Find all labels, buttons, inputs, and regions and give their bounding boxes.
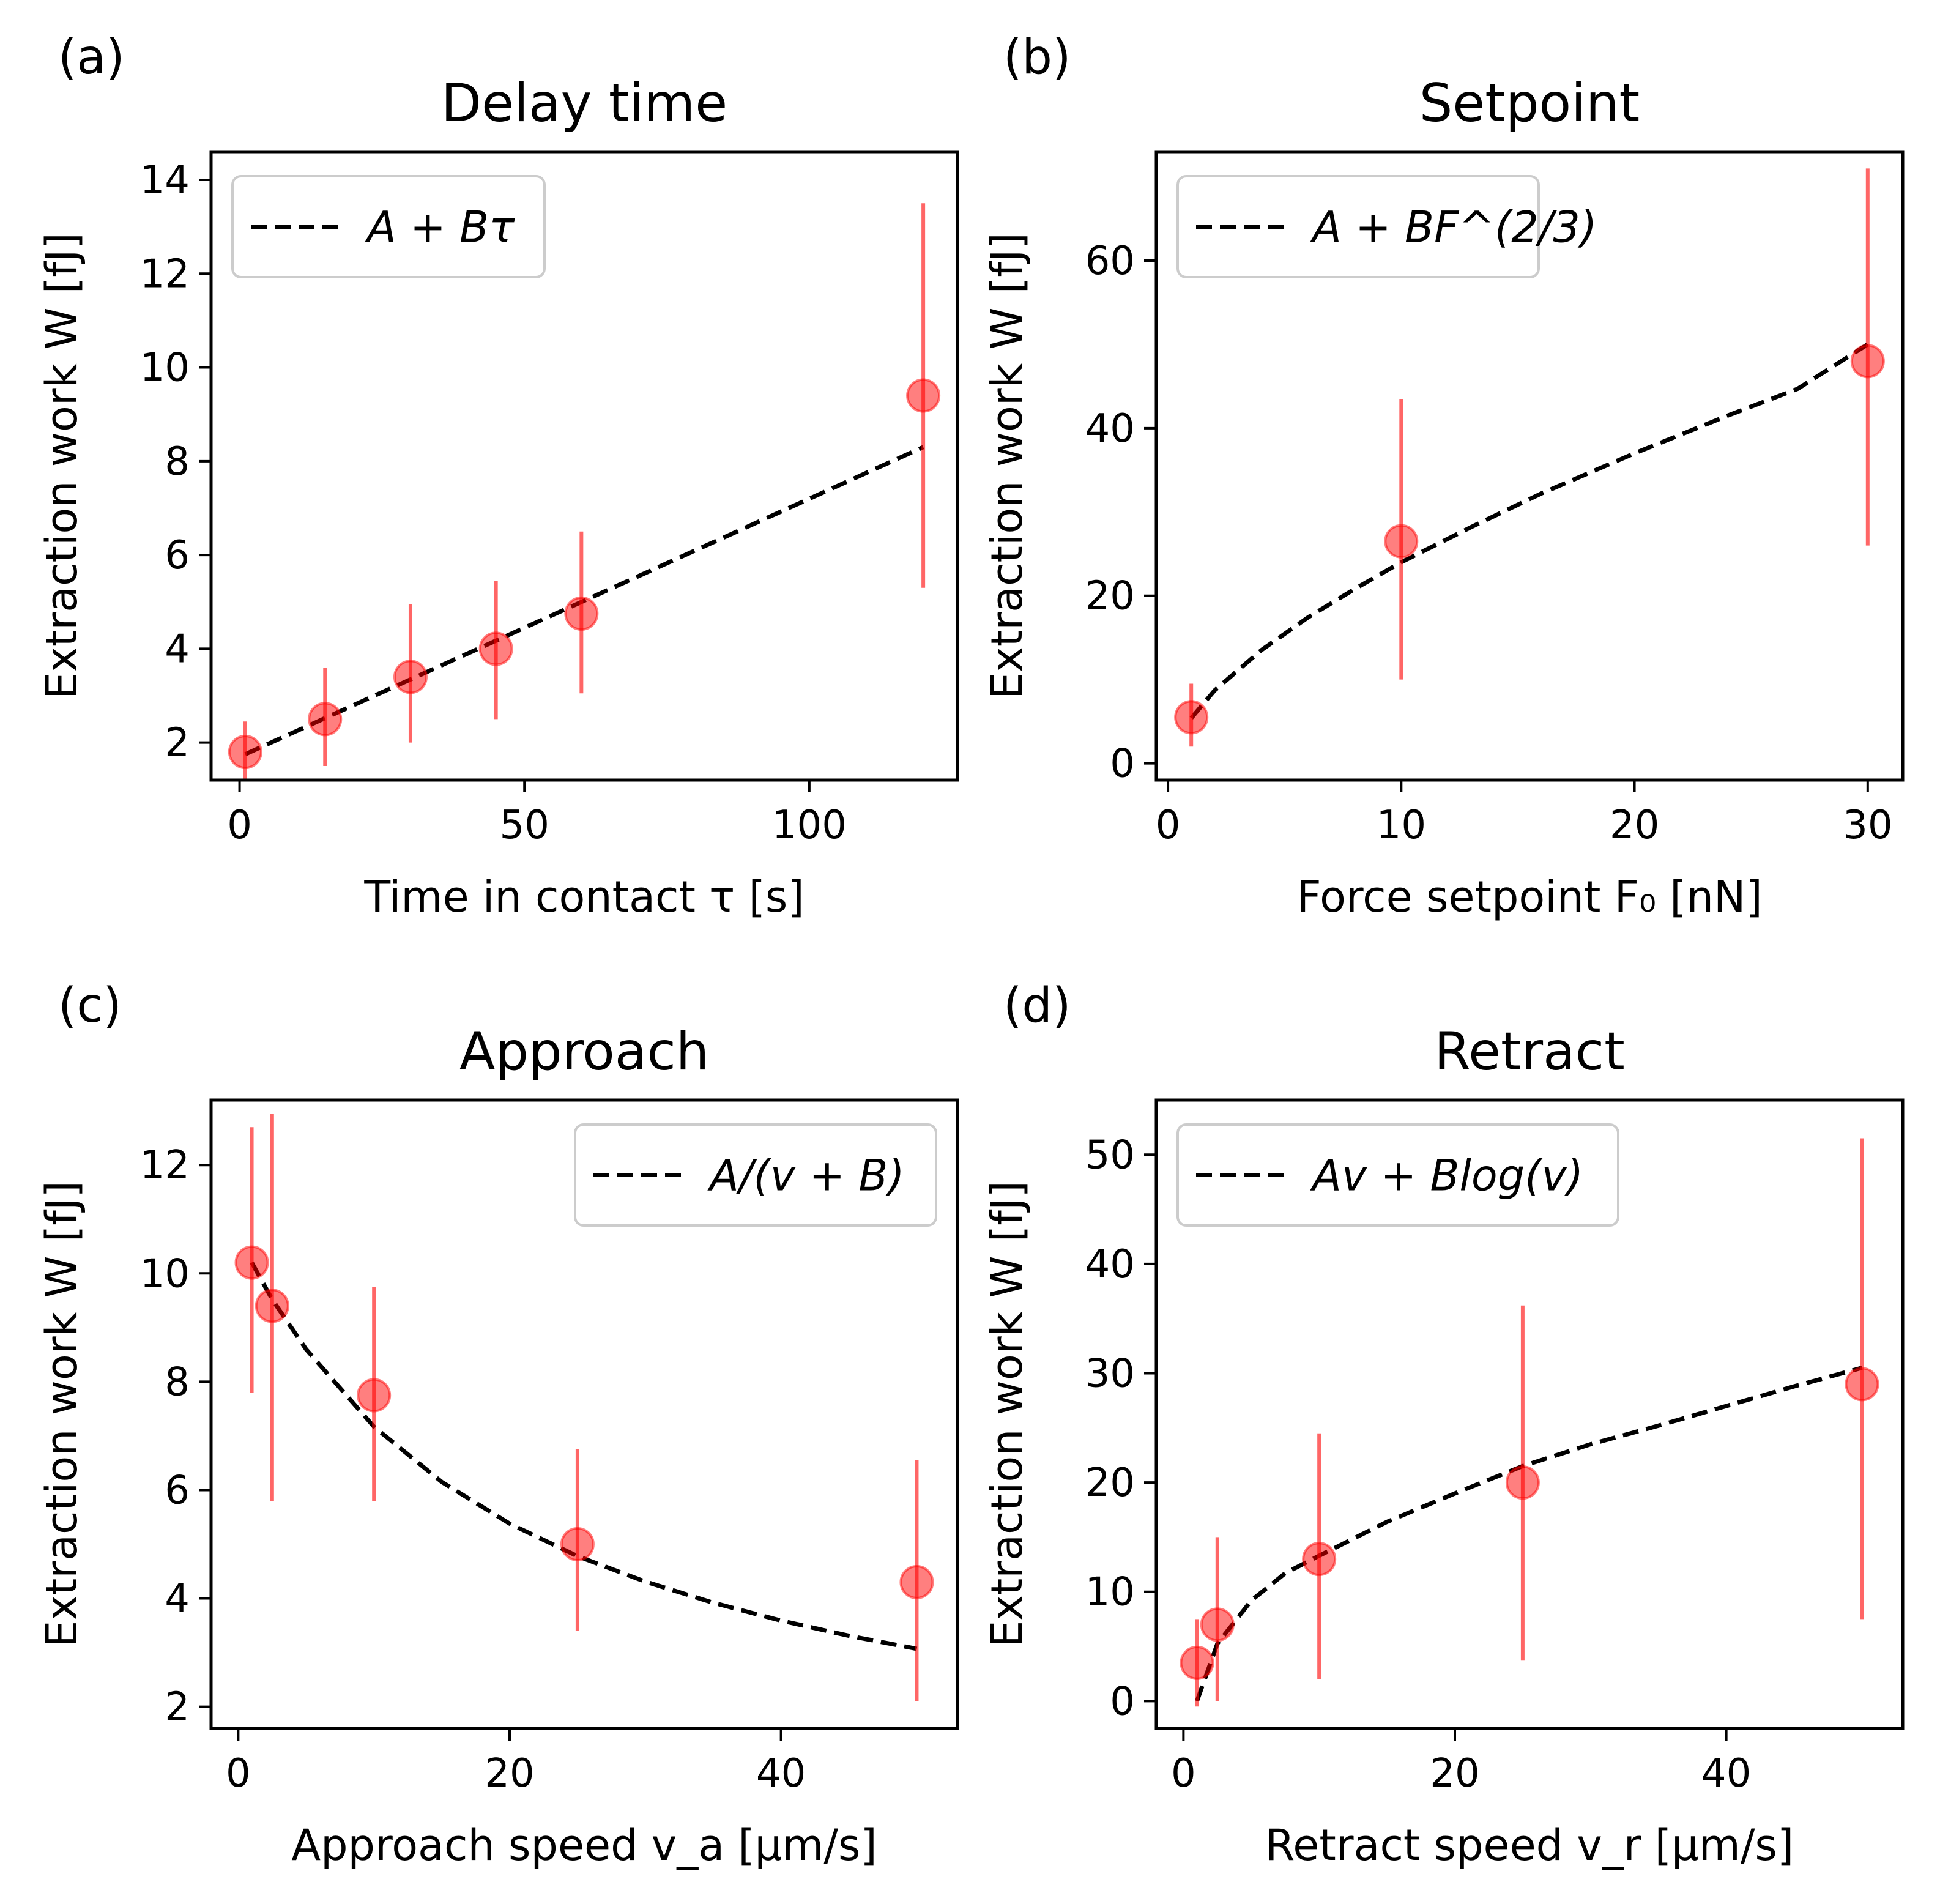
- y-tick-label: 4: [165, 1577, 190, 1622]
- legend-label: A + Bτ: [365, 203, 515, 253]
- x-axis-label: Approach speed v_a [μm/s]: [291, 1820, 877, 1870]
- panel-label: (b): [1003, 30, 1071, 85]
- plot-frame: [209, 150, 959, 782]
- x-axis-label: Time in contact τ [s]: [363, 872, 804, 922]
- x-tick-label: 40: [756, 1751, 806, 1796]
- legend: A + BF^(2/3): [1176, 175, 1597, 278]
- data-point: [1845, 1367, 1879, 1402]
- x-tick-label: 50: [499, 803, 549, 848]
- y-tick-label: 0: [1110, 742, 1135, 787]
- y-axis-label: Extraction work W [fJ]: [982, 232, 1032, 699]
- x-tick-label: 0: [226, 1751, 251, 1796]
- panel-a: (a) Delay time Time in contact τ [s] Extrac…: [37, 30, 959, 922]
- x-tick-label: 0: [1171, 1751, 1196, 1796]
- panel-d: (d) Retract Retract speed v_r [μm/s] Extrac…: [982, 978, 1905, 1870]
- x-tick-label: 10: [1377, 803, 1426, 848]
- panel-title: Delay time: [441, 73, 727, 134]
- data-point: [308, 702, 343, 737]
- y-tick-label: 30: [1085, 1352, 1135, 1397]
- plot-frame: [209, 1098, 959, 1730]
- legend-box: [1176, 175, 1540, 278]
- legend-box: [231, 175, 546, 278]
- data-point: [228, 735, 262, 770]
- legend-box: [574, 1123, 937, 1227]
- panel-b: (b) Setpoint Force setpoint F₀ [nN] Extract…: [982, 30, 1905, 922]
- x-tick-label: 40: [1701, 1751, 1751, 1796]
- x-tick-label: 100: [772, 803, 847, 848]
- y-tick-label: 12: [140, 1143, 190, 1188]
- panel-c: (c) Approach Approach speed v_a [μm/s] Extr…: [37, 978, 959, 1870]
- x-tick-label: 20: [485, 1751, 534, 1796]
- x-axis-label: Force setpoint F₀ [nN]: [1296, 872, 1762, 922]
- x-tick-label: 0: [1156, 803, 1181, 848]
- y-tick-label: 8: [165, 1359, 190, 1405]
- fit-curve: [1195, 1366, 1863, 1702]
- fit-curve: [1189, 342, 1869, 720]
- plot-frame: [1154, 1098, 1905, 1730]
- legend: A/(v + B): [574, 1123, 937, 1227]
- y-axis-label: Extraction work W [fJ]: [37, 232, 87, 699]
- y-tick-label: 60: [1085, 239, 1135, 284]
- y-tick-label: 6: [165, 1468, 190, 1513]
- data-point: [1180, 1645, 1214, 1680]
- y-tick-label: 40: [1085, 1242, 1135, 1287]
- y-tick-label: 2: [165, 1685, 190, 1730]
- data-point: [255, 1289, 289, 1323]
- data-point: [234, 1245, 269, 1280]
- legend: Av + Blog(v): [1176, 1123, 1619, 1227]
- y-tick-label: 50: [1085, 1132, 1135, 1178]
- y-axis-label: Extraction work W [fJ]: [37, 1181, 87, 1648]
- y-tick-label: 14: [140, 158, 190, 203]
- data-point: [1505, 1465, 1540, 1500]
- panel-title: Approach: [459, 1021, 710, 1082]
- data-point: [1384, 524, 1419, 559]
- y-tick-label: 4: [165, 627, 190, 672]
- legend-label: A + BF^(2/3): [1310, 203, 1597, 253]
- data-point: [1302, 1542, 1337, 1577]
- y-tick-label: 2: [165, 721, 190, 766]
- x-axis-label: Retract speed v_r [μm/s]: [1265, 1820, 1794, 1870]
- y-tick-label: 10: [1085, 1570, 1135, 1615]
- data-point: [560, 1527, 595, 1561]
- y-tick-label: 40: [1085, 406, 1135, 452]
- y-tick-label: 10: [140, 346, 190, 391]
- y-tick-label: 20: [1085, 574, 1135, 619]
- y-tick-label: 20: [1085, 1460, 1135, 1506]
- x-tick-label: 20: [1430, 1751, 1479, 1796]
- legend: A + Bτ: [231, 175, 546, 278]
- data-point: [478, 631, 513, 666]
- fit-curve: [250, 1261, 918, 1651]
- data-point: [1850, 344, 1885, 379]
- data-point: [564, 596, 599, 631]
- panel-label: (c): [58, 978, 122, 1033]
- y-tick-label: 0: [1110, 1679, 1135, 1724]
- y-tick-label: 6: [165, 533, 190, 578]
- panel-title: Setpoint: [1419, 73, 1640, 134]
- y-tick-label: 8: [165, 439, 190, 485]
- y-tick-label: 12: [140, 251, 190, 297]
- x-tick-label: 30: [1843, 803, 1892, 848]
- data-point: [1174, 700, 1209, 735]
- data-point: [906, 378, 941, 413]
- data-point: [393, 660, 428, 694]
- legend-label: Av + Blog(v): [1310, 1151, 1583, 1201]
- legend-box: [1176, 1123, 1619, 1227]
- panel-label: (d): [1003, 978, 1071, 1033]
- plot-frame: [1154, 150, 1905, 782]
- y-axis-label: Extraction work W [fJ]: [982, 1181, 1032, 1648]
- data-point: [1200, 1607, 1235, 1642]
- panel-title: Retract: [1434, 1021, 1625, 1082]
- x-tick-label: 20: [1610, 803, 1659, 848]
- legend-label: A/(v + B): [707, 1151, 905, 1201]
- y-tick-label: 10: [140, 1251, 190, 1296]
- x-tick-label: 0: [227, 803, 252, 848]
- data-point: [357, 1378, 392, 1413]
- panel-label: (a): [58, 30, 125, 85]
- data-point: [899, 1564, 934, 1599]
